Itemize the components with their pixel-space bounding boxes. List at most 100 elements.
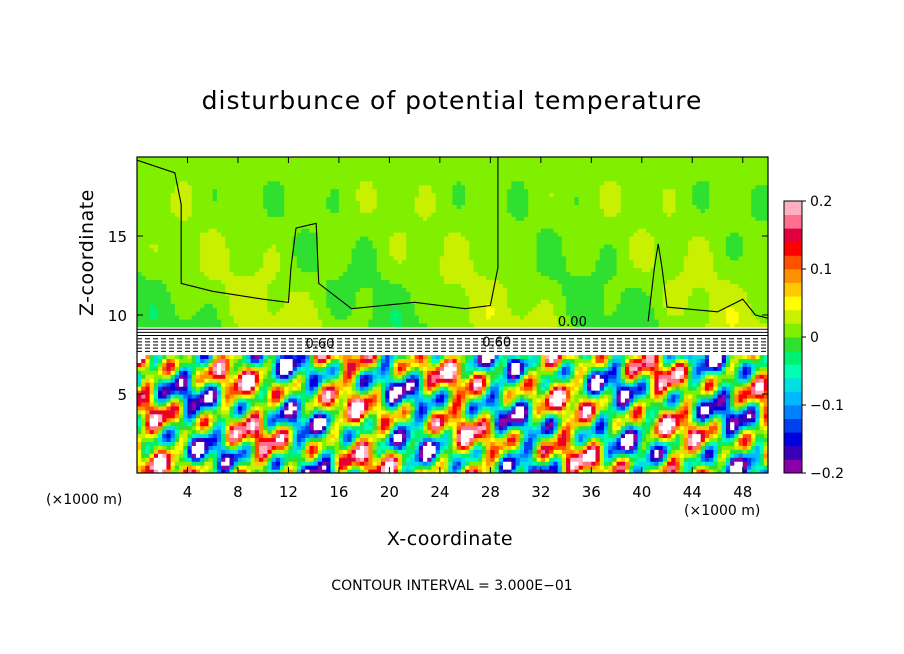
- heatmap-cell: [271, 295, 277, 300]
- heatmap-cell: [149, 346, 155, 352]
- heatmap-cell: [380, 390, 386, 395]
- heatmap-cell: [263, 287, 269, 292]
- heatmap-cell: [280, 378, 285, 383]
- heatmap-cell: [305, 366, 311, 371]
- heatmap-cell: [237, 449, 243, 454]
- heatmap-cell: [322, 184, 327, 190]
- heatmap-cell: [254, 441, 260, 446]
- heatmap-cell: [158, 346, 163, 352]
- heatmap-cell: [296, 330, 302, 336]
- heatmap-cell: [376, 157, 382, 162]
- heatmap-cell: [322, 157, 327, 162]
- heatmap-cell: [162, 334, 168, 340]
- heatmap-cell: [158, 188, 163, 194]
- heatmap-cell: [153, 362, 159, 367]
- heatmap-cell: [225, 307, 231, 312]
- heatmap-cell: [141, 378, 147, 383]
- heatmap-cell: [288, 318, 294, 324]
- heatmap-cell: [237, 192, 243, 198]
- heatmap-cell: [145, 394, 151, 399]
- heatmap-cell: [162, 208, 168, 213]
- heatmap-cell: [141, 358, 147, 363]
- heatmap-cell: [317, 401, 323, 407]
- heatmap-cell: [330, 184, 336, 190]
- heatmap-cell: [158, 330, 163, 336]
- heatmap-cell: [229, 370, 235, 375]
- heatmap-cell: [355, 465, 361, 470]
- heatmap-cell: [254, 374, 260, 379]
- heatmap-cell: [174, 307, 180, 312]
- heatmap-cell: [162, 397, 168, 403]
- heatmap-cell: [385, 374, 390, 379]
- heatmap-cell: [179, 449, 184, 454]
- heatmap-cell: [393, 413, 399, 419]
- heatmap-cell: [153, 429, 159, 435]
- heatmap-cell: [162, 180, 168, 186]
- heatmap-cell: [355, 401, 361, 407]
- heatmap-cell: [158, 180, 163, 186]
- heatmap-cell: [233, 453, 239, 458]
- heatmap-cell: [393, 307, 399, 312]
- heatmap-cell: [208, 374, 214, 379]
- heatmap-cell: [292, 354, 298, 360]
- heatmap-cell: [275, 283, 281, 288]
- heatmap-cell: [225, 421, 231, 427]
- heatmap-cell: [351, 232, 357, 237]
- heatmap-cell: [301, 212, 306, 217]
- heatmap-cell: [280, 243, 285, 249]
- heatmap-cell: [385, 299, 390, 304]
- heatmap-cell: [233, 346, 239, 352]
- heatmap-cell: [301, 315, 306, 320]
- heatmap-cell: [158, 370, 163, 375]
- heatmap-cell: [355, 196, 361, 202]
- heatmap-cell: [170, 417, 176, 423]
- heatmap-cell: [385, 295, 390, 300]
- heatmap-cell: [254, 397, 260, 403]
- heatmap-cell: [355, 279, 361, 284]
- heatmap-cell: [187, 204, 193, 209]
- heatmap-cell: [343, 421, 348, 427]
- heatmap-cell: [309, 453, 315, 458]
- heatmap-cell: [292, 330, 298, 336]
- heatmap-cell: [250, 184, 256, 190]
- heatmap-cell: [174, 354, 180, 360]
- heatmap-cell: [288, 358, 294, 363]
- heatmap-cell: [246, 445, 252, 450]
- heatmap-cell: [322, 291, 327, 296]
- heatmap-cell: [145, 311, 151, 316]
- heatmap-cell: [258, 224, 264, 229]
- heatmap-cell: [158, 279, 163, 284]
- heatmap-cell: [385, 417, 390, 423]
- heatmap-cell: [393, 421, 399, 427]
- heatmap-cell: [359, 461, 365, 466]
- heatmap-cell: [351, 287, 357, 292]
- heatmap-cell: [380, 287, 386, 292]
- heatmap-cell: [359, 433, 365, 439]
- heatmap-cell: [158, 160, 163, 166]
- heatmap-cell: [254, 200, 260, 205]
- heatmap-cell: [158, 465, 163, 470]
- heatmap-cell: [250, 441, 256, 446]
- heatmap-cell: [242, 287, 247, 292]
- heatmap-cell: [334, 263, 340, 269]
- heatmap-cell: [284, 334, 290, 340]
- heatmap-cell: [242, 354, 247, 360]
- heatmap-cell: [137, 236, 142, 241]
- heatmap-cell: [212, 390, 218, 395]
- heatmap-cell: [309, 251, 315, 257]
- heatmap-cell: [195, 196, 201, 202]
- heatmap-cell: [179, 390, 184, 395]
- heatmap-cell: [183, 192, 189, 198]
- heatmap-cell: [141, 441, 147, 446]
- heatmap-cell: [263, 255, 269, 261]
- heatmap-cell: [267, 212, 273, 217]
- heatmap-cell: [355, 200, 361, 205]
- heatmap-cell: [179, 192, 184, 198]
- heatmap-cell: [288, 307, 294, 312]
- heatmap-cell: [351, 259, 357, 265]
- heatmap-cell: [141, 330, 147, 336]
- heatmap-cell: [309, 417, 315, 423]
- heatmap-cell: [237, 224, 243, 229]
- heatmap-cell: [195, 224, 201, 229]
- heatmap-cell: [330, 378, 336, 383]
